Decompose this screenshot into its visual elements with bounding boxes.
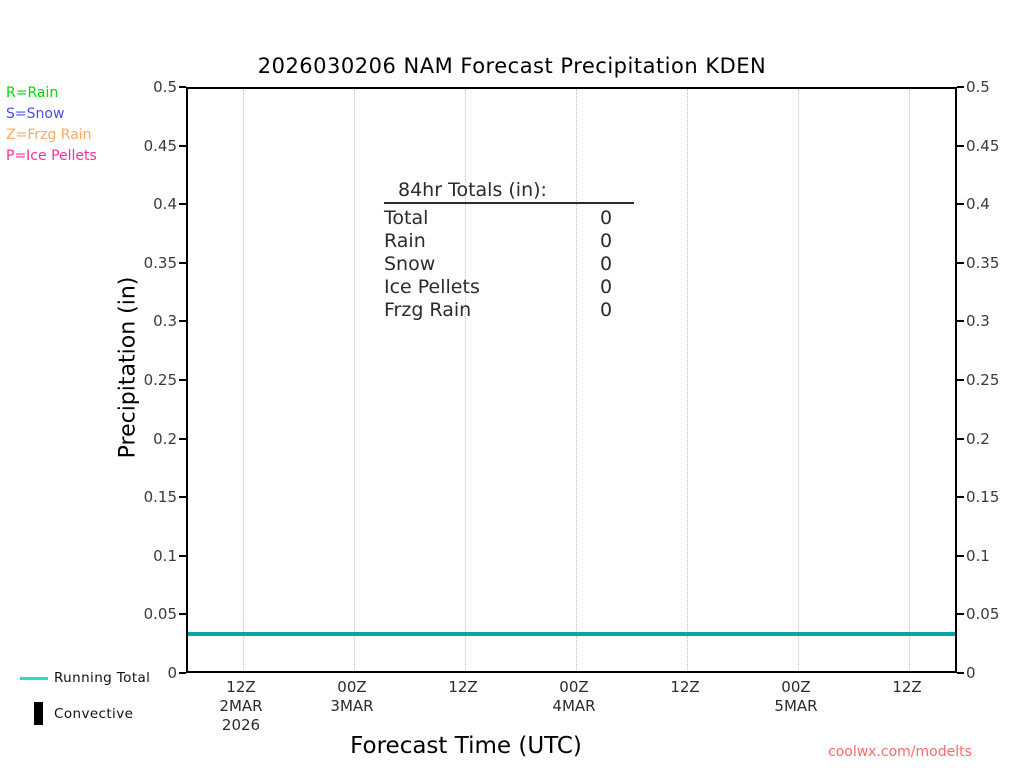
grid-line: [243, 89, 245, 671]
y-tick-label: 0.05: [966, 605, 1000, 624]
watermark: coolwx.com/modelts: [828, 744, 972, 760]
totals-row: Frzg Rain 0: [384, 299, 634, 322]
totals-row: Rain 0: [384, 230, 634, 253]
y-tick-mark: [179, 261, 186, 264]
x-tick-label: 12Z: [670, 678, 700, 696]
totals-row: Total 0: [384, 207, 634, 230]
totals-row-label: Frzg Rain: [384, 299, 472, 321]
totals-row-label: Rain: [384, 230, 426, 252]
y-tick-label: 0: [167, 664, 177, 682]
grid-line: [909, 89, 911, 671]
y-axis-left: 0.5 0.45 0.4 0.35 0.3 0.25 0.2 0.15 0.1 …: [86, 78, 186, 682]
y-tick-mark: [179, 320, 186, 323]
y-tick-label: 0.35: [966, 253, 1000, 272]
y-tick-mark: [957, 437, 964, 440]
y-tick-label: 0: [966, 664, 976, 682]
totals-row-value: 0: [600, 230, 613, 252]
y-tick-mark: [179, 672, 186, 674]
y-tick-mark: [957, 672, 964, 674]
precip-type-legend: R=Rain S=Snow Z=Frzg Rain P=Ice Pellets: [6, 83, 97, 167]
y-tick-mark: [179, 437, 186, 440]
y-tick-label: 0.15: [966, 488, 1000, 507]
y-tick-label: 0.5: [966, 78, 990, 96]
x-tick-label: 12Z 2MAR 2026: [219, 678, 263, 734]
y-tick-label: 0.25: [966, 371, 1000, 389]
grid-line: [465, 89, 467, 671]
y-tick-mark: [957, 554, 964, 557]
y-tick-mark: [957, 320, 964, 323]
grid-line: [687, 89, 689, 671]
totals-rows: Total 0 Rain 0 Snow 0 Ice Pellets 0 Frzg…: [384, 207, 634, 322]
y-tick-label: 0.5: [153, 78, 177, 96]
totals-row-value: 0: [600, 299, 613, 321]
y-tick-mark: [179, 496, 186, 499]
y-tick-label: 0.45: [966, 136, 1000, 155]
grid-line: [354, 89, 356, 671]
totals-row-label: Ice Pellets: [384, 276, 480, 298]
y-tick-label: 0.3: [153, 312, 177, 331]
y-tick-mark: [957, 613, 964, 616]
totals-summary-box: 84hr Totals (in): Total 0 Rain 0 Snow 0 …: [384, 179, 634, 322]
y-tick-mark: [179, 203, 186, 206]
totals-row-label: Snow: [384, 253, 436, 275]
grid-line: [576, 89, 578, 671]
legend-item-snow: S=Snow: [6, 106, 65, 122]
y-axis-title: Precipitation (in): [115, 276, 141, 459]
y-tick-mark: [957, 496, 964, 499]
totals-heading: 84hr Totals (in):: [384, 179, 634, 204]
x-axis-title: Forecast Time (UTC): [350, 733, 582, 759]
page-title: 2026030206 NAM Forecast Precipitation KD…: [257, 54, 767, 78]
y-tick-label: 0.4: [966, 195, 990, 214]
running-total-line-swatch: [20, 677, 48, 680]
plot-area: 84hr Totals (in): Total 0 Rain 0 Snow 0 …: [186, 87, 957, 673]
convective-bar-swatch: [34, 702, 43, 725]
grid-line: [798, 89, 800, 671]
x-tick-label: 00Z 4MAR: [552, 678, 596, 715]
y-tick-mark: [957, 203, 964, 206]
y-tick-mark: [957, 144, 964, 147]
running-total-label: Running Total: [54, 670, 151, 686]
x-tick-label: 00Z 5MAR: [774, 678, 818, 715]
y-tick-label: 0.25: [143, 371, 177, 389]
y-tick-label: 0.45: [143, 136, 177, 155]
y-tick-label: 0.15: [143, 488, 177, 507]
legend-entry-running-total: Running Total: [8, 666, 183, 702]
y-tick-mark: [957, 379, 964, 381]
totals-row-value: 0: [600, 276, 613, 298]
totals-row-label: Total: [384, 207, 429, 229]
y-tick-label: 0.05: [143, 605, 177, 624]
y-tick-label: 0.1: [966, 546, 990, 565]
totals-row: Snow 0: [384, 253, 634, 276]
y-tick-label: 0.2: [153, 429, 177, 448]
y-tick-label: 0.3: [966, 312, 990, 331]
totals-row: Ice Pellets 0: [384, 276, 634, 299]
legend-item-rain: R=Rain: [6, 85, 59, 101]
y-axis-right: 0.5 0.45 0.4 0.35 0.3 0.25 0.2 0.15 0.1 …: [957, 78, 1024, 682]
convective-label: Convective: [54, 706, 134, 722]
y-tick-mark: [957, 261, 964, 264]
legend-item-ice-pellets: P=Ice Pellets: [6, 148, 97, 164]
totals-row-value: 0: [600, 253, 613, 275]
y-tick-label: 0.1: [153, 546, 177, 565]
y-tick-mark: [957, 86, 964, 88]
series-legend: Running Total Convective: [8, 666, 183, 725]
x-tick-label: 12Z: [892, 678, 922, 696]
y-tick-mark: [179, 613, 186, 616]
x-tick-label: 12Z: [448, 678, 478, 696]
y-tick-label: 0.2: [966, 429, 990, 448]
running-total-series-line: [188, 632, 955, 636]
x-axis: 12Z 2MAR 2026 00Z 3MAR 12Z 00Z 4MAR 12Z …: [186, 678, 957, 748]
legend-item-freezing-rain: Z=Frzg Rain: [6, 127, 92, 143]
y-tick-mark: [179, 379, 186, 381]
y-tick-label: 0.35: [143, 253, 177, 272]
y-tick-label: 0.4: [153, 195, 177, 214]
totals-row-value: 0: [600, 207, 613, 229]
x-tick-label: 00Z 3MAR: [330, 678, 374, 715]
y-tick-mark: [179, 144, 186, 147]
y-tick-mark: [179, 86, 186, 88]
y-tick-mark: [179, 554, 186, 557]
